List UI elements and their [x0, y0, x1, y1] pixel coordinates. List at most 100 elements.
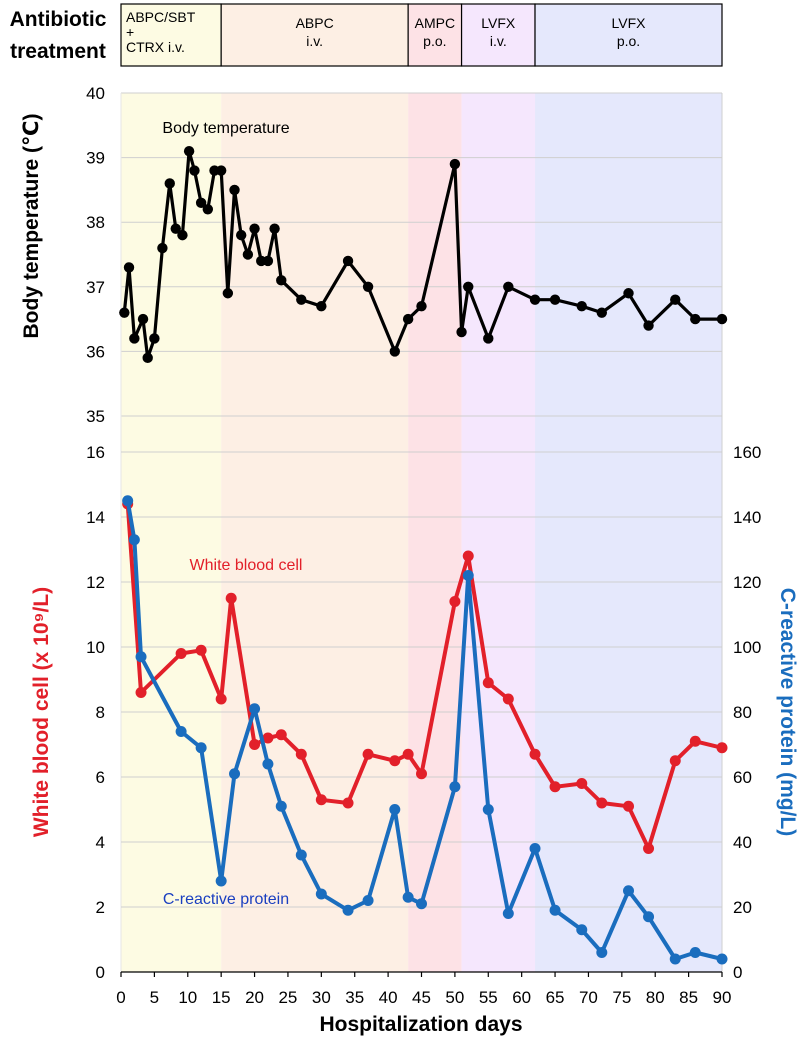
data-point	[576, 300, 587, 312]
data-point	[623, 288, 634, 299]
data-point	[643, 911, 655, 923]
data-point	[342, 255, 354, 267]
data-point	[137, 313, 149, 325]
x-tick-label: 10	[178, 988, 197, 1007]
data-point	[129, 333, 140, 344]
phase-band	[408, 93, 462, 972]
y-tick-label: 4	[96, 833, 105, 852]
phase-label: LVFX	[481, 15, 516, 31]
data-point	[416, 300, 427, 312]
data-point	[402, 748, 414, 760]
y-tick-label-right: 0	[733, 963, 742, 982]
data-point	[716, 953, 728, 965]
data-point	[689, 947, 701, 958]
wbc-series-label: White blood cell	[190, 557, 303, 574]
data-point	[262, 255, 274, 267]
x-tick-label: 0	[116, 988, 125, 1007]
data-point	[295, 748, 307, 760]
wbc-y-tick-labels: 0 2 4 6 8 10 12 14 16	[86, 443, 105, 982]
data-point	[503, 281, 514, 292]
data-point	[502, 908, 514, 919]
data-point	[689, 735, 701, 747]
x-tick-label: 50	[445, 988, 464, 1007]
phase-box	[407, 3, 463, 67]
data-point	[402, 313, 414, 325]
data-point	[315, 794, 327, 806]
data-point	[215, 693, 227, 705]
data-point	[276, 275, 287, 286]
x-tick-label: 5	[150, 988, 159, 1007]
data-point	[416, 898, 427, 910]
data-point	[222, 288, 234, 299]
data-point	[119, 307, 130, 318]
wbc-y-axis-label: White blood cell (x 10⁹/L)	[30, 587, 53, 837]
data-point	[462, 550, 474, 562]
crp-y-tick-labels: 0 20 40 60 80 100 120 140 160	[733, 443, 761, 982]
y-tick-label: 37	[86, 278, 105, 297]
temperature-grid	[120, 92, 723, 972]
data-point	[402, 891, 414, 903]
data-point	[529, 843, 541, 854]
x-tick-label: 80	[646, 988, 665, 1007]
data-point	[296, 294, 307, 305]
data-point	[596, 307, 607, 318]
phase-band	[461, 93, 536, 972]
phase-box	[534, 3, 723, 67]
phase-label: p.o.	[617, 33, 640, 49]
data-point	[195, 644, 207, 656]
x-axis-label: Hospitalization days	[319, 1013, 522, 1036]
data-point	[249, 703, 261, 715]
x-tick-label: 90	[713, 988, 732, 1007]
data-point	[463, 281, 474, 292]
y-tick-label: 2	[96, 898, 105, 917]
data-point	[135, 687, 147, 698]
y-tick-label-right: 80	[733, 703, 752, 722]
data-point	[164, 178, 175, 189]
data-point	[215, 165, 227, 176]
y-tick-label-right: 60	[733, 768, 752, 787]
data-point	[596, 797, 608, 809]
data-point	[389, 755, 401, 767]
data-point	[716, 742, 728, 754]
data-point	[529, 748, 541, 760]
x-tick-label: 75	[612, 988, 631, 1007]
data-point	[643, 320, 654, 331]
y-tick-label-right: 160	[733, 443, 761, 462]
data-point	[183, 145, 195, 157]
data-point	[295, 849, 307, 861]
y-tick-label: 35	[86, 407, 105, 426]
data-point	[549, 294, 561, 305]
data-point	[456, 326, 467, 338]
phase-band	[121, 93, 222, 972]
temperature-y-axis-label: Body temperature (℃)	[20, 114, 43, 339]
phase-band	[221, 93, 409, 972]
data-point	[623, 885, 635, 897]
crp-y-axis-label: C-reactive protein (mg/L)	[776, 588, 799, 837]
y-tick-label: 10	[86, 638, 105, 657]
phase-label: ABPC/SBT	[126, 9, 196, 25]
data-point	[449, 596, 461, 607]
y-tick-label: 0	[96, 963, 105, 982]
y-tick-label: 40	[86, 84, 105, 103]
data-point	[229, 184, 240, 196]
phase-label: CTRX i.v.	[126, 39, 185, 55]
x-tick-label: 85	[679, 988, 698, 1007]
data-point	[529, 294, 541, 305]
data-point	[342, 904, 354, 916]
data-point	[189, 165, 200, 176]
y-tick-label: 14	[86, 508, 105, 527]
phase-box	[120, 3, 222, 67]
data-point	[690, 313, 701, 325]
data-point	[262, 758, 274, 770]
phase-header: ABPC/SBT+CTRX i.v. ABPC i.v. AMPC p.o. LVFX i.…	[120, 3, 723, 67]
data-point	[502, 693, 514, 705]
x-tick-label: 35	[345, 988, 364, 1007]
y-tick-label: 16	[86, 443, 105, 462]
data-point	[576, 924, 588, 936]
crp-series-label: C-reactive protein	[163, 891, 289, 908]
phase-band	[535, 93, 722, 972]
data-point	[342, 797, 354, 809]
data-point	[262, 732, 274, 744]
data-point	[229, 768, 241, 780]
